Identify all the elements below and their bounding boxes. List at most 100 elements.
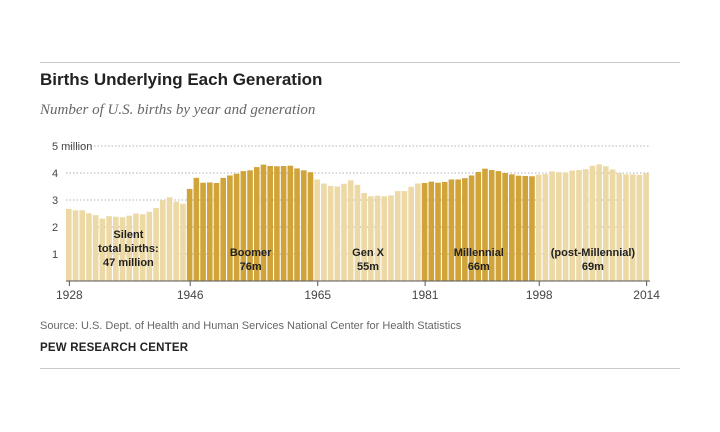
bar-1996 bbox=[522, 175, 529, 281]
bar-1943 bbox=[166, 197, 173, 281]
bar-1998 bbox=[535, 174, 542, 281]
bar-1929 bbox=[72, 210, 79, 281]
generation-label-millennial-1: 66m bbox=[468, 261, 490, 273]
births-chart: 1 2 3 4 5 million Silent total births: 47 milli… bbox=[52, 141, 660, 302]
bar-1932 bbox=[92, 215, 99, 281]
bar-2002 bbox=[562, 172, 569, 281]
generation-label-genx-0: Gen X bbox=[352, 247, 384, 259]
bar-1960 bbox=[280, 165, 287, 281]
bar-1972 bbox=[361, 192, 367, 281]
bar-1994 bbox=[509, 174, 515, 281]
bar-1990 bbox=[482, 168, 488, 281]
bar-1995 bbox=[515, 175, 522, 281]
bar-1989 bbox=[475, 171, 482, 281]
chart-subtitle: Number of U.S. births by year and genera… bbox=[40, 102, 316, 118]
y-tick-label-4: 4 bbox=[52, 168, 58, 180]
bar-2008 bbox=[603, 166, 609, 281]
y-tick-label-1: 1 bbox=[52, 249, 58, 261]
x-tick-label-1981: 1981 bbox=[412, 288, 439, 302]
x-tick-label-1928: 1928 bbox=[56, 288, 83, 302]
y-tick-label-3: 3 bbox=[52, 195, 58, 207]
bar-1931 bbox=[86, 213, 92, 281]
bar-1953 bbox=[233, 173, 240, 281]
bar-1963 bbox=[300, 170, 307, 281]
bar-2014 bbox=[643, 173, 649, 281]
generation-label-postmillennial-1: 69m bbox=[582, 261, 604, 273]
bar-1928 bbox=[66, 208, 72, 281]
bar-1993 bbox=[502, 173, 508, 281]
bar-1979 bbox=[408, 186, 414, 281]
bar-2007 bbox=[596, 164, 602, 281]
bar-1986 bbox=[455, 179, 461, 281]
bar-1940 bbox=[146, 211, 153, 281]
bar-2000 bbox=[549, 171, 555, 281]
bar-1938 bbox=[133, 213, 139, 281]
bar-1933 bbox=[99, 218, 106, 281]
bar-1982 bbox=[428, 181, 435, 281]
chart-title: Births Underlying Each Generation bbox=[40, 70, 323, 89]
bar-1949 bbox=[206, 182, 213, 281]
bar-1957 bbox=[260, 164, 267, 281]
bar-1937 bbox=[126, 215, 133, 281]
bar-1935 bbox=[112, 216, 119, 281]
x-tick-label-1998: 1998 bbox=[526, 288, 553, 302]
bar-2013 bbox=[636, 174, 643, 281]
bar-1983 bbox=[435, 182, 441, 281]
bar-1947 bbox=[193, 177, 200, 281]
bar-1978 bbox=[401, 191, 408, 281]
bar-1981 bbox=[421, 182, 428, 281]
bar-1973 bbox=[368, 196, 374, 281]
bar-1999 bbox=[542, 174, 549, 281]
bar-1958 bbox=[267, 165, 273, 281]
org-credit: PEW RESEARCH CENTER bbox=[40, 342, 189, 354]
generation-label-silent-0: Silent bbox=[113, 229, 143, 241]
bar-1930 bbox=[79, 210, 86, 281]
bar-1976 bbox=[388, 195, 394, 281]
bar-1936 bbox=[119, 217, 126, 281]
bar-1959 bbox=[274, 166, 280, 281]
bar-1941 bbox=[153, 208, 159, 281]
bar-1988 bbox=[468, 175, 475, 281]
x-tick-label-2014: 2014 bbox=[633, 288, 660, 302]
bar-1944 bbox=[173, 201, 180, 281]
bar-1992 bbox=[495, 171, 502, 281]
y-tick-label-5: 5 million bbox=[52, 141, 92, 153]
bar-1939 bbox=[139, 214, 146, 281]
bar-2005 bbox=[582, 169, 589, 281]
generation-label-silent-1: total births: bbox=[98, 243, 159, 255]
bar-1952 bbox=[227, 175, 233, 281]
bar-1934 bbox=[106, 216, 112, 281]
bar-2009 bbox=[609, 169, 616, 281]
x-tick-label-1946: 1946 bbox=[177, 288, 204, 302]
bar-1997 bbox=[529, 176, 535, 281]
generation-label-millennial-0: Millennial bbox=[454, 247, 504, 259]
bar-1965 bbox=[314, 179, 320, 281]
bar-1969 bbox=[341, 183, 347, 281]
generation-label-genx-1: 55m bbox=[357, 261, 379, 273]
bar-1962 bbox=[294, 168, 300, 281]
bar-2006 bbox=[589, 165, 596, 281]
bar-1970 bbox=[347, 180, 354, 281]
bar-1987 bbox=[462, 178, 468, 281]
bar-2010 bbox=[616, 173, 623, 281]
bar-1942 bbox=[159, 200, 166, 281]
bar-1964 bbox=[307, 172, 314, 281]
generation-label-boomer-0: Boomer bbox=[230, 247, 272, 259]
bar-1950 bbox=[213, 182, 220, 281]
bar-1961 bbox=[287, 165, 294, 281]
top-rule bbox=[40, 62, 680, 63]
bar-2003 bbox=[569, 170, 576, 281]
bar-1974 bbox=[374, 195, 381, 281]
bottom-rule bbox=[40, 368, 680, 369]
bar-2012 bbox=[629, 174, 636, 281]
bar-1967 bbox=[327, 185, 334, 281]
bar-1975 bbox=[381, 196, 388, 281]
bar-1945 bbox=[180, 203, 186, 281]
generation-label-boomer-1: 76m bbox=[240, 261, 262, 273]
bar-1984 bbox=[441, 181, 448, 281]
bar-1966 bbox=[321, 183, 327, 281]
bar-1991 bbox=[488, 170, 495, 281]
bar-1980 bbox=[415, 183, 421, 281]
bar-1955 bbox=[247, 170, 253, 281]
generation-label-postmillennial-0: (post-Millennial) bbox=[551, 247, 636, 259]
